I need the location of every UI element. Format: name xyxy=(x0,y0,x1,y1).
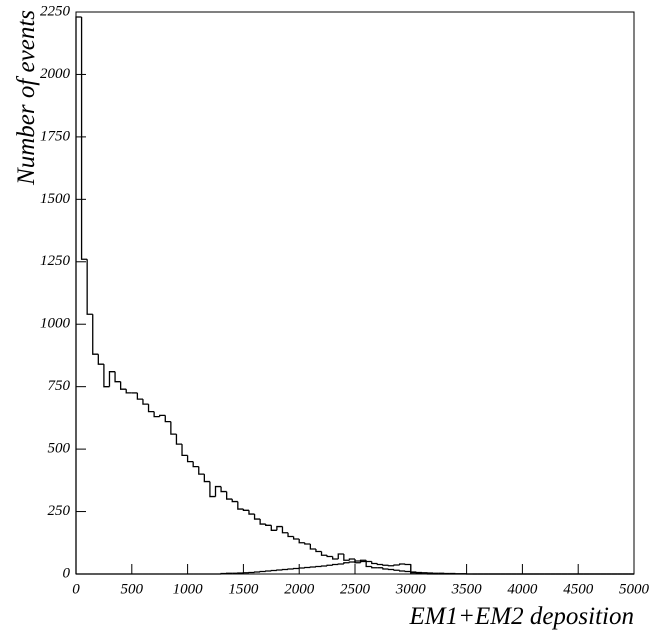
x-tick-label: 3500 xyxy=(451,581,483,597)
histogram-bin xyxy=(270,525,277,531)
histogram-bin xyxy=(203,474,210,483)
histogram-bin xyxy=(265,524,272,526)
histogram-bin xyxy=(170,421,177,435)
histogram-bin xyxy=(147,404,155,413)
histogram-bin xyxy=(298,539,305,544)
histogram-bin xyxy=(226,491,233,500)
y-tick-label: 1250 xyxy=(40,253,71,269)
histogram-bin xyxy=(326,555,333,558)
x-tick-label: 1000 xyxy=(173,581,204,597)
histogram-bin xyxy=(332,556,339,560)
histogram-bin xyxy=(80,16,88,260)
x-tick-label: 5000 xyxy=(619,581,650,597)
x-tick-label: 2000 xyxy=(284,581,315,597)
histogram-bin xyxy=(114,371,121,383)
histogram-bin xyxy=(175,434,183,445)
histogram-bin xyxy=(354,560,361,563)
histogram-bin xyxy=(136,392,143,400)
x-tick-label: 500 xyxy=(121,581,144,597)
x-tick-label: 4000 xyxy=(507,581,538,597)
x-tick-label: 4500 xyxy=(563,581,594,597)
histogram-bin xyxy=(142,399,149,405)
y-tick-label: 0 xyxy=(63,565,71,581)
histogram-bin xyxy=(292,536,300,540)
histogram-bin xyxy=(192,461,199,468)
y-tick-label: 1000 xyxy=(40,316,71,332)
histogram-bin xyxy=(337,553,344,560)
histogram-bin xyxy=(209,481,216,498)
histogram-bin xyxy=(315,549,322,553)
histogram-bin xyxy=(304,542,311,545)
histogram-bin xyxy=(398,563,406,566)
histogram-bin xyxy=(181,444,188,457)
histogram-bin xyxy=(242,509,249,511)
histogram-bin xyxy=(253,514,261,520)
histogram-bin xyxy=(119,381,127,390)
histogram-bin xyxy=(281,526,289,534)
histogram-bin xyxy=(276,525,283,531)
histogram-bin xyxy=(108,371,116,387)
y-tick-label: 500 xyxy=(48,441,71,457)
x-tick-label: 3000 xyxy=(395,581,427,597)
histogram-bin xyxy=(348,558,355,561)
x-tick-label: 2500 xyxy=(340,581,371,597)
y-axis-title: Number of events xyxy=(13,10,40,186)
histogram-bin xyxy=(371,561,378,565)
histogram-bin xyxy=(186,455,194,463)
histogram-bin xyxy=(354,559,361,564)
histogram-bin xyxy=(237,501,244,510)
histogram-bin xyxy=(97,354,104,365)
histogram-bin xyxy=(376,563,383,566)
x-tick-label: 1500 xyxy=(228,581,259,597)
histogram-bin xyxy=(348,561,355,563)
histogram-bin xyxy=(164,415,171,423)
histogram-bin xyxy=(365,561,372,568)
histogram-bin xyxy=(393,569,400,571)
histogram-bin xyxy=(231,499,238,503)
y-tick-label: 2250 xyxy=(40,3,71,19)
histogram-bin xyxy=(332,563,339,566)
histogram-bin xyxy=(153,411,160,418)
histogram-bin xyxy=(343,554,350,561)
histogram-bin xyxy=(220,486,227,493)
y-tick-label: 750 xyxy=(48,378,71,394)
histogram-bin xyxy=(326,564,333,567)
histogram-bin xyxy=(371,566,378,569)
histogram-bin xyxy=(75,16,82,574)
y-tick-label: 250 xyxy=(48,503,71,519)
histogram-bin xyxy=(410,564,417,574)
plot-frame xyxy=(75,11,635,575)
histogram-bin xyxy=(398,570,406,572)
histogram-bin xyxy=(343,562,350,565)
histogram-bin xyxy=(198,466,205,475)
y-tick-label: 2000 xyxy=(40,66,71,82)
histogram-bin xyxy=(382,567,389,570)
histogram-bin xyxy=(159,414,166,417)
histogram-bin xyxy=(365,560,372,563)
histogram-bin xyxy=(382,564,389,566)
histogram-bin xyxy=(214,485,222,497)
y-tick-label: 1750 xyxy=(40,128,71,144)
histogram-bin xyxy=(92,314,99,355)
histogram-bin xyxy=(415,572,422,575)
y-tick-label: 1500 xyxy=(40,191,71,207)
histogram-bin xyxy=(320,551,328,556)
histogram-bin xyxy=(103,364,110,388)
histogram-bin xyxy=(287,532,294,538)
histogram-bin xyxy=(248,510,255,515)
histogram-bin xyxy=(86,259,93,315)
histogram-bin xyxy=(125,389,132,394)
histogram-bin xyxy=(359,560,367,563)
histogram-bin xyxy=(359,559,367,562)
histogram-bin xyxy=(309,544,316,550)
histogram-bin xyxy=(259,519,266,525)
x-axis-title: EM1+EM2 deposition xyxy=(409,603,634,630)
histogram-bin xyxy=(393,564,400,566)
x-tick-label: 0 xyxy=(72,581,80,597)
